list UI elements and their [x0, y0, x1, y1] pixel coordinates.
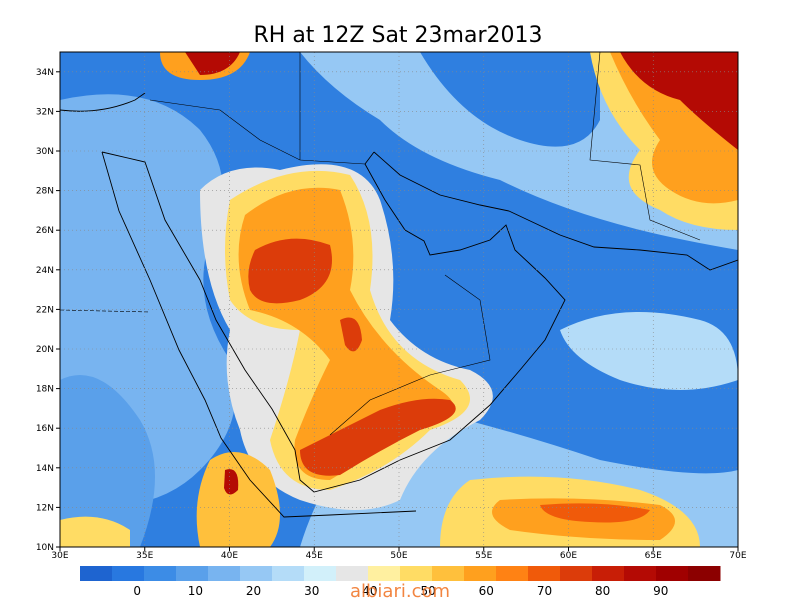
colorbar-swatch [176, 566, 209, 581]
lat-tick-label: 30N [36, 147, 54, 157]
map-frame [59, 51, 739, 548]
colorbar-label: 30 [304, 584, 319, 598]
colorbar-swatch [240, 566, 273, 581]
lat-tick-label: 16N [36, 424, 54, 434]
colorbar-swatch [688, 566, 721, 581]
colorbar-swatch [336, 566, 369, 581]
lat-tick-label: 26N [36, 226, 54, 236]
colorbar-swatch [528, 566, 561, 581]
lon-tick-label: 70E [729, 551, 746, 561]
lat-tick-label: 22N [36, 305, 54, 315]
lat-tick-label: 24N [36, 266, 54, 276]
colorbar-label: 80 [595, 584, 610, 598]
colorbar-label: 60 [479, 584, 494, 598]
lon-tick-label: 65E [645, 551, 662, 561]
colorbar-swatch [400, 566, 433, 581]
colorbar-swatch [656, 566, 689, 581]
watermark: albiari.com [350, 581, 450, 600]
colorbar-swatch [208, 566, 241, 581]
lon-tick-label: 30E [51, 551, 68, 561]
lat-tick-label: 32N [36, 107, 54, 117]
lon-tick-label: 50E [390, 551, 407, 561]
colorbar-label: 70 [537, 584, 552, 598]
colorbar-label: 20 [246, 584, 261, 598]
colorbar-label: 50 [420, 584, 435, 598]
colorbar: 0 10 20 30 40 50 60 70 80 90 [80, 566, 721, 598]
lat-tick-label: 10N [36, 543, 54, 553]
colorbar-label: 40 [362, 584, 377, 598]
lon-tick-label: 45E [306, 551, 323, 561]
colorbar-label: 90 [653, 584, 668, 598]
colorbar-swatch [560, 566, 593, 581]
colorbar-swatch [80, 566, 113, 581]
title: RH at 12Z Sat 23mar2013 [254, 23, 543, 48]
colorbar-label: 10 [188, 584, 203, 598]
colorbar-swatch [624, 566, 657, 581]
lat-tick-label: 28N [36, 187, 54, 197]
lon-tick-label: 40E [221, 551, 238, 561]
lon-tick-label: 55E [475, 551, 492, 561]
coastlines [60, 52, 738, 518]
lon-tick-label: 60E [560, 551, 577, 561]
lat-tick-label: 18N [36, 385, 54, 395]
colorbar-swatch [112, 566, 145, 581]
colorbar-swatch [144, 566, 177, 581]
lat-tick-label: 14N [36, 464, 54, 474]
colorbar-swatch [464, 566, 497, 581]
colorbar-swatch [304, 566, 337, 581]
colorbar-swatch [368, 566, 401, 581]
colorbar-swatch [496, 566, 529, 581]
lat-tick-label: 34N [36, 68, 54, 78]
colorbar-swatch [272, 566, 305, 581]
lat-tick-label: 20N [36, 345, 54, 355]
lon-tick-label: 35E [136, 551, 153, 561]
colorbar-swatch [592, 566, 625, 581]
colorbar-swatch [432, 566, 465, 581]
colorbar-label: 0 [133, 584, 141, 598]
rh-field [60, 52, 738, 547]
lat-tick-label: 12N [36, 503, 54, 513]
